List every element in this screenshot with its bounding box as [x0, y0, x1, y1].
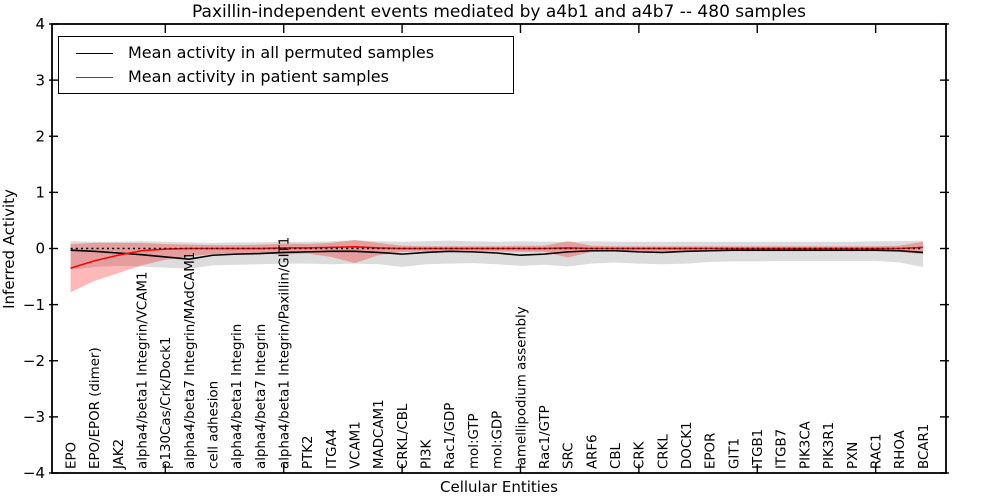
- x-tick-label: EPOR: [704, 433, 719, 469]
- x-tick-label: CRKL/CBL: [396, 403, 411, 469]
- x-tick-label: CBL: [609, 442, 624, 469]
- x-tick-label: cell adhesion: [206, 381, 221, 469]
- y-tick-label: 0: [35, 240, 45, 258]
- x-tick-label: EPO/EPOR (dimer): [88, 347, 103, 469]
- y-tick-label: 3: [35, 71, 45, 89]
- x-tick-label: PTK2: [301, 435, 316, 469]
- y-tick-label: −4: [23, 464, 45, 482]
- y-tick-label: −1: [23, 296, 45, 314]
- chart-title: Paxillin-independent events mediated by …: [192, 2, 806, 22]
- x-tick-label: MADCAM1: [372, 399, 387, 469]
- x-tick-label: RAC1: [869, 433, 884, 469]
- y-tick-label: −2: [23, 352, 45, 370]
- x-tick-label: alpha4/beta1 Integrin/VCAM1: [135, 271, 150, 469]
- x-tick-label: alpha4/beta7 Integrin/MAdCAM1: [183, 252, 198, 469]
- x-tick-label: ITGB7: [775, 429, 790, 469]
- y-axis-title: Inferred Activity: [0, 189, 18, 309]
- x-tick-label: alpha4/beta1 Integrin: [230, 324, 245, 469]
- x-tick-label: RHOA: [893, 429, 908, 469]
- x-tick-label: VCAM1: [349, 421, 364, 469]
- permuted-line-swatch: [76, 52, 113, 54]
- x-tick-label: PI3K: [420, 438, 435, 469]
- x-tick-label: JAK2: [112, 439, 127, 470]
- y-tick-label: 2: [35, 127, 45, 145]
- x-tick-label: SRC: [562, 443, 577, 470]
- x-tick-label: mol:GTP: [467, 413, 482, 469]
- x-tick-label: alpha4/beta1 Integrin/Paxillin/GIT1: [278, 237, 293, 469]
- permuted-mean-line: [70, 249, 924, 260]
- legend-item-patient: Mean activity in patient samples: [76, 69, 513, 85]
- x-tick-label: ITGB1: [751, 429, 766, 469]
- legend-label-permuted: Mean activity in all permuted samples: [128, 43, 435, 62]
- y-tick-label: −3: [23, 408, 45, 426]
- y-tick-label: 4: [35, 15, 45, 33]
- legend: Mean activity in all permuted samples Me…: [58, 36, 514, 94]
- x-tick-label: CRKL: [656, 434, 671, 469]
- y-tick-label: 1: [35, 184, 45, 202]
- x-tick-label: PIK3R1: [822, 422, 837, 469]
- x-tick-label: Rac1/GTP: [538, 405, 553, 469]
- x-tick-label: DOCK1: [680, 421, 695, 469]
- x-tick-label: PIK3CA: [798, 420, 813, 469]
- legend-label-patient: Mean activity in patient samples: [128, 67, 389, 86]
- patient-line-swatch: [76, 76, 113, 78]
- x-tick-label: PXN: [846, 442, 861, 469]
- x-tick-label: ITGA4: [325, 429, 340, 469]
- x-tick-label: GIT1: [727, 438, 742, 469]
- x-tick-label: p130Cas/Crk/Dock1: [159, 337, 174, 469]
- x-tick-label: BCAR1: [917, 424, 932, 469]
- x-tick-label: EPO: [64, 442, 79, 469]
- x-tick-label: lamellipodium assembly: [514, 306, 529, 469]
- legend-item-permuted: Mean activity in all permuted samples: [76, 45, 513, 61]
- x-tick-label: CRK: [633, 440, 648, 469]
- x-tick-label: Rac1/GDP: [443, 403, 458, 469]
- x-tick-label: ARF6: [585, 434, 600, 469]
- x-tick-label: alpha4/beta7 Integrin: [254, 324, 269, 469]
- x-tick-label: mol:GDP: [491, 411, 506, 469]
- x-axis-title: Cellular Entities: [440, 478, 558, 496]
